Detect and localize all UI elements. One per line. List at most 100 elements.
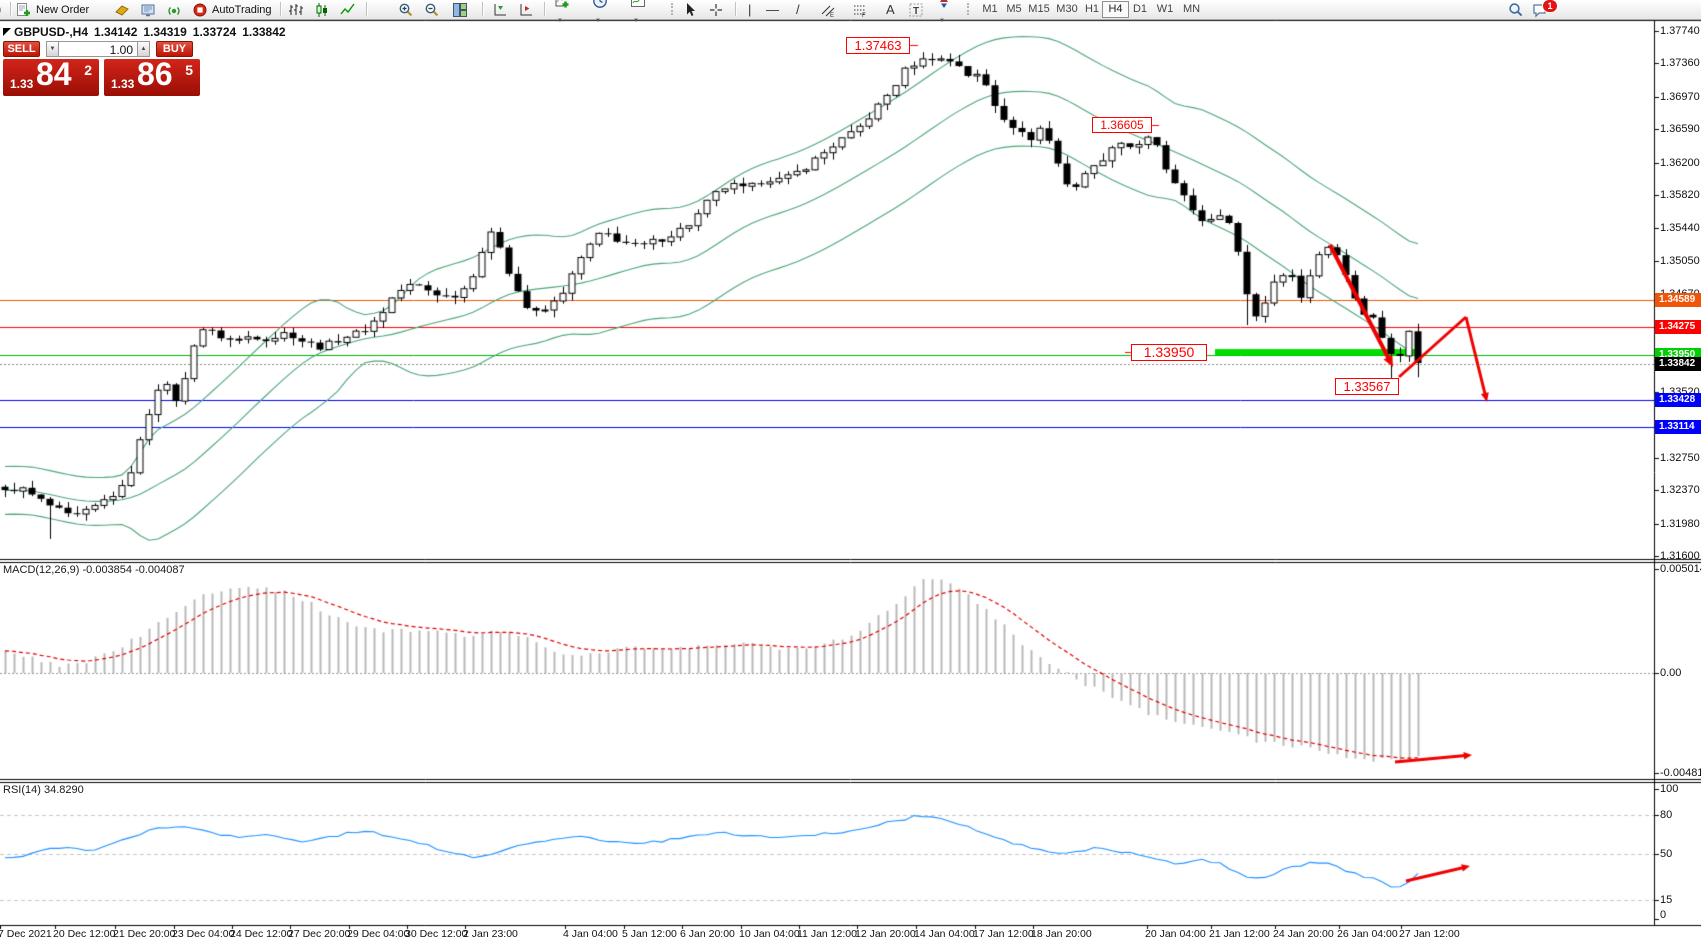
time-axis-label: 7 Dec 2021 [0,928,52,940]
buy-price[interactable]: 1.33 86 5 [104,56,200,96]
cursor-button[interactable] [682,1,698,18]
rsi-scale-label: 50 [1660,848,1673,860]
sell-price[interactable]: 1.33 84 2 [3,56,99,96]
timeframe-m1-button[interactable]: M1 [982,3,998,15]
timeframe-h4-button[interactable]: H4 [1102,1,1129,18]
price-tick-label: 1.36590 [1660,123,1700,136]
signals-icon [166,2,182,18]
price-annotation[interactable]: 1.33950 [1131,344,1207,361]
time-axis-label: 4 Jan 04:00 [563,928,618,940]
tile-windows-button[interactable] [452,1,468,18]
crosshair-icon [708,2,724,18]
new-order-button[interactable]: New Order [16,1,89,18]
new-order-icon [16,2,32,18]
price-tick-label: 1.37740 [1660,25,1700,37]
timeframe-h1-button[interactable]: H1 [1084,3,1100,15]
indicators-icon: ▼ [554,0,570,27]
time-axis-label: 18 Jan 20:00 [1031,928,1092,940]
symbol-period-label: GBPUSD-,H4 [14,25,89,39]
toolbar-separator [280,2,282,16]
price-axis-badge: 1.34589 [1655,293,1701,308]
market-icon [114,2,130,18]
arrows-button[interactable]: ▼ [936,0,952,24]
candlestick-chart-button[interactable] [314,1,330,18]
time-axis-label: 23 Dec 04:00 [172,928,235,940]
channel-icon: E [820,2,836,18]
signals-button[interactable] [166,1,182,18]
price-annotation[interactable]: 1.33567 [1335,378,1399,395]
toolbar-drag-handle[interactable] [967,3,971,15]
time-axis-label: 2 Jan 23:00 [463,928,518,940]
text-label-icon: T [908,2,924,18]
horizontal-line-icon[interactable]: — [766,1,779,17]
time-axis-label: 27 Jan 12:00 [1399,928,1460,940]
zoom-out-button[interactable] [424,1,440,18]
sell-price-prefix: 1.33 [10,77,34,91]
templates-icon: ▼ [630,0,646,27]
autotrading-icon [192,2,208,18]
macd-scale-label: 0.005014 [1660,562,1701,575]
timeframe-mn-button[interactable]: MN [1182,3,1201,15]
timeframe-m5-button[interactable]: M5 [1006,3,1022,15]
search-button[interactable] [1508,1,1524,18]
volume-decrease-button[interactable]: ▼ [46,41,59,57]
rsi-scale-label: 80 [1660,809,1673,821]
crosshair-button[interactable] [708,1,724,18]
terminal-icon [140,2,156,18]
cursor-icon [682,2,698,18]
price-tick-label: 1.37360 [1660,57,1700,70]
time-axis-label: 14 Jan 04:00 [914,928,975,940]
fibonacci-button[interactable]: F [852,1,868,18]
market-button[interactable] [114,1,130,18]
bar-chart-icon [288,2,304,18]
volume-increase-button[interactable]: ▲ [137,41,150,57]
time-axis-label: 6 Jan 20:00 [680,928,735,940]
terminal-button[interactable] [140,1,156,18]
chart-autoscroll-button[interactable] [518,1,534,18]
price-tick-label: 1.32370 [1660,484,1700,497]
vertical-line-icon[interactable]: | [748,1,752,17]
zoom-in-icon [398,2,414,18]
time-axis-label: 11 Jan 12:00 [797,928,857,940]
buy-button[interactable]: BUY [156,41,193,57]
chart-shift-icon [492,2,508,18]
time-axis-label: 24 Dec 12:00 [230,928,293,940]
svg-text:F: F [862,13,866,18]
toolbar-separator [544,2,546,16]
text-label-button[interactable]: T [908,1,924,18]
timeframe-w1-button[interactable]: W1 [1156,3,1174,15]
buy-price-pip: 5 [185,62,193,78]
indicators-button[interactable]: ▼ [554,0,570,24]
toolbar-drag-handle[interactable] [671,3,675,15]
clipped-button[interactable] [0,1,10,18]
channel-button[interactable]: E [820,1,836,18]
trendline-icon[interactable]: / [796,1,800,17]
rsi-scale-label: 100 [1660,783,1679,795]
chat-button[interactable]: 1 [1532,0,1558,18]
text-icon[interactable]: A [886,1,895,17]
volume-input[interactable]: 1.00 [59,41,137,57]
low-value: 1.33724 [192,25,237,39]
price-annotation[interactable]: 1.37463 [846,37,910,54]
arrows-icon: ▼ [936,0,952,27]
bar-chart-button[interactable] [288,1,304,18]
periods-button[interactable]: ▼ [592,0,608,24]
price-annotation[interactable]: 1.36605 [1092,117,1152,133]
rsi-label: RSI(14) 34.8290 [3,784,84,796]
chart-header: GBPUSD-,H4 1.34142 1.34319 1.33724 1.33842 [14,25,292,39]
clipped-icon [0,2,10,18]
rsi-scale-label: 15 [1660,893,1673,906]
chart-shift-button[interactable] [492,1,508,18]
timeframe-m15-button[interactable]: M15 [1028,3,1050,15]
candlestick-chart-icon [314,2,330,18]
chart-expand-icon[interactable] [3,28,11,36]
timeframe-m30-button[interactable]: M30 [1056,3,1078,15]
line-chart-button[interactable] [340,1,356,18]
templates-button[interactable]: ▼ [630,0,646,24]
autotrading-button[interactable]: AutoTrading [192,1,272,18]
zoom-in-button[interactable] [398,1,414,18]
macd-label: MACD(12,26,9) -0.003854 -0.004087 [3,564,185,576]
timeframe-d1-button[interactable]: D1 [1132,3,1148,15]
sell-button[interactable]: SELL [3,41,40,57]
